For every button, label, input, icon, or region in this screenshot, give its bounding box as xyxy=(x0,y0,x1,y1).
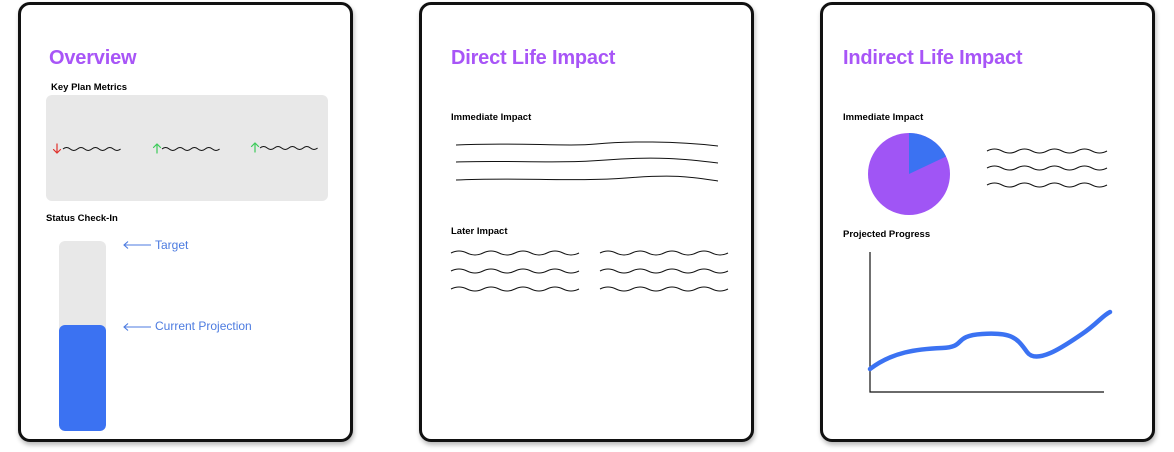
chart-axes xyxy=(869,252,1104,393)
indirect-impact-title: Indirect Life Impact xyxy=(843,47,1023,69)
target-arrow-icon xyxy=(123,241,151,249)
progress-line xyxy=(867,309,1113,372)
indirect-impact-card: Indirect Life Impact Immediate Impact Pr… xyxy=(820,2,1155,442)
pie-legend-text-placeholder xyxy=(986,148,1108,188)
immediate-impact-text-placeholder xyxy=(455,141,719,182)
immediate-impact-pie-chart xyxy=(868,133,950,215)
target-label: Target xyxy=(155,238,189,252)
overview-card: Overview Key Plan Metrics Status Check-I… xyxy=(18,2,353,442)
metric-up-arrow-icon xyxy=(152,143,162,154)
metric-placeholder-squiggle xyxy=(161,147,220,151)
immediate-impact-label: Immediate Impact xyxy=(451,112,532,123)
later-impact-text-placeholder-right xyxy=(599,250,729,292)
metric-placeholder-squiggle xyxy=(62,147,121,151)
projected-progress-line-chart xyxy=(867,252,1113,393)
overview-title: Overview xyxy=(49,47,137,69)
metric-placeholder-squiggle xyxy=(259,146,318,150)
metric-down-arrow-icon xyxy=(52,143,62,154)
metric-up-arrow-icon xyxy=(250,142,260,153)
direct-impact-title: Direct Life Impact xyxy=(451,47,616,69)
current-projection-label: Current Projection xyxy=(155,319,252,333)
current-projection-bar xyxy=(59,324,106,431)
status-check-in-label: Status Check-In xyxy=(46,213,118,224)
key-metrics-panel xyxy=(46,95,328,201)
projected-progress-label: Projected Progress xyxy=(843,229,931,240)
projection-arrow-icon xyxy=(123,323,151,331)
direct-impact-card: Direct Life Impact Immediate Impact Late… xyxy=(419,2,754,442)
later-impact-text-placeholder-left xyxy=(450,250,580,292)
key-plan-metrics-label: Key Plan Metrics xyxy=(51,82,128,93)
immediate-impact-label: Immediate Impact xyxy=(843,112,924,123)
later-impact-label: Later Impact xyxy=(451,226,508,237)
pie-slice-blue xyxy=(909,133,947,174)
status-gauge xyxy=(59,241,106,431)
